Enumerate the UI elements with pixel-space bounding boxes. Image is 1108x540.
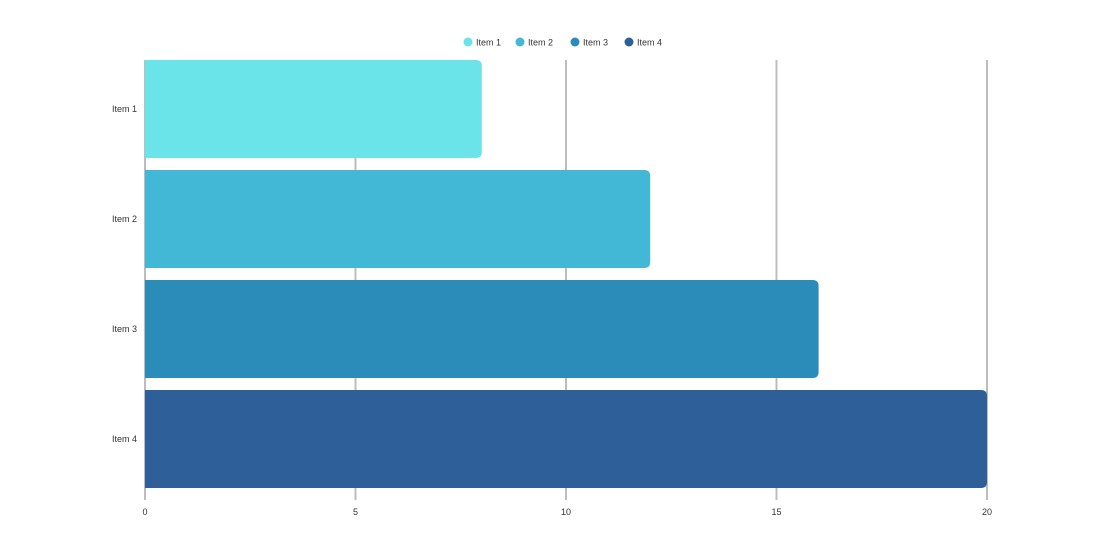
y-tick-label: Item 3: [112, 324, 137, 334]
y-tick-label: Item 1: [112, 104, 137, 114]
legend-swatch: [624, 37, 634, 47]
legend-item-item-2[interactable]: Item 2: [515, 37, 554, 48]
legend-item-item-3[interactable]: Item 3: [570, 37, 609, 48]
legend-label: Item 1: [476, 38, 501, 48]
legend-label: Item 3: [583, 38, 608, 48]
legend: Item 1 Item 2 Item 3 Item 4: [463, 37, 663, 48]
y-tick-label: Item 4: [112, 434, 137, 444]
legend-item-item-4[interactable]: Item 4: [624, 37, 663, 48]
x-tick-label: 10: [561, 507, 571, 517]
bars: [145, 60, 987, 488]
bar-item-1[interactable]: [145, 60, 482, 158]
y-tick-label: Item 2: [112, 214, 137, 224]
x-axis: 0 5 10 15 20: [142, 507, 992, 517]
bar-item-2[interactable]: [145, 170, 651, 268]
x-tick-label: 0: [142, 507, 147, 517]
bar-item-4[interactable]: [145, 390, 987, 488]
y-axis: Item 1 Item 2 Item 3 Item 4: [112, 104, 137, 444]
legend-label: Item 4: [637, 38, 662, 48]
legend-item-item-1[interactable]: Item 1: [463, 37, 502, 48]
legend-label: Item 2: [528, 38, 553, 48]
x-tick-label: 15: [771, 507, 781, 517]
bar-item-3[interactable]: [145, 280, 819, 378]
legend-swatch: [463, 37, 473, 47]
legend-swatch: [515, 37, 525, 47]
x-tick-label: 20: [982, 507, 992, 517]
x-tick-label: 5: [353, 507, 358, 517]
legend-swatch: [570, 37, 580, 47]
